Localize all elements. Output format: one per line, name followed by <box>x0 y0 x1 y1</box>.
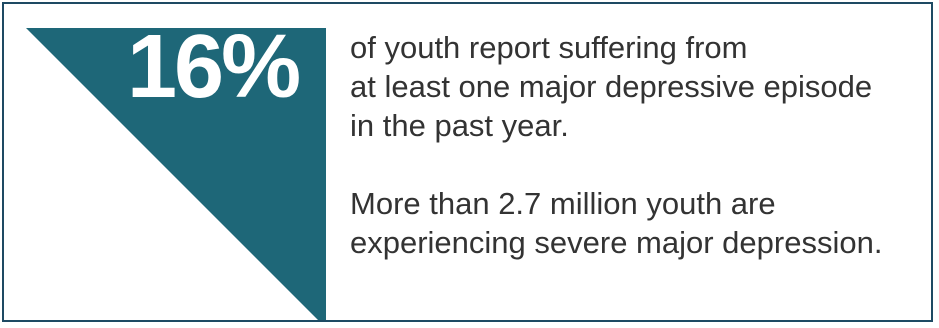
stat-value: 16% <box>127 17 301 117</box>
stat-card: 16% of youth report suffering from at le… <box>2 2 933 322</box>
statement-line-3: in the past year. <box>350 108 569 143</box>
followup-line-2: experiencing severe major depression. <box>350 225 883 260</box>
followup-line-1: More than 2.7 million youth are <box>350 186 776 221</box>
statement-line-1: of youth report suffering from <box>350 30 748 65</box>
statement-line-2: at least one major depressive episode <box>350 69 873 104</box>
paragraph-gap <box>350 145 930 184</box>
stat-description: of youth report suffering from at least … <box>350 28 930 262</box>
